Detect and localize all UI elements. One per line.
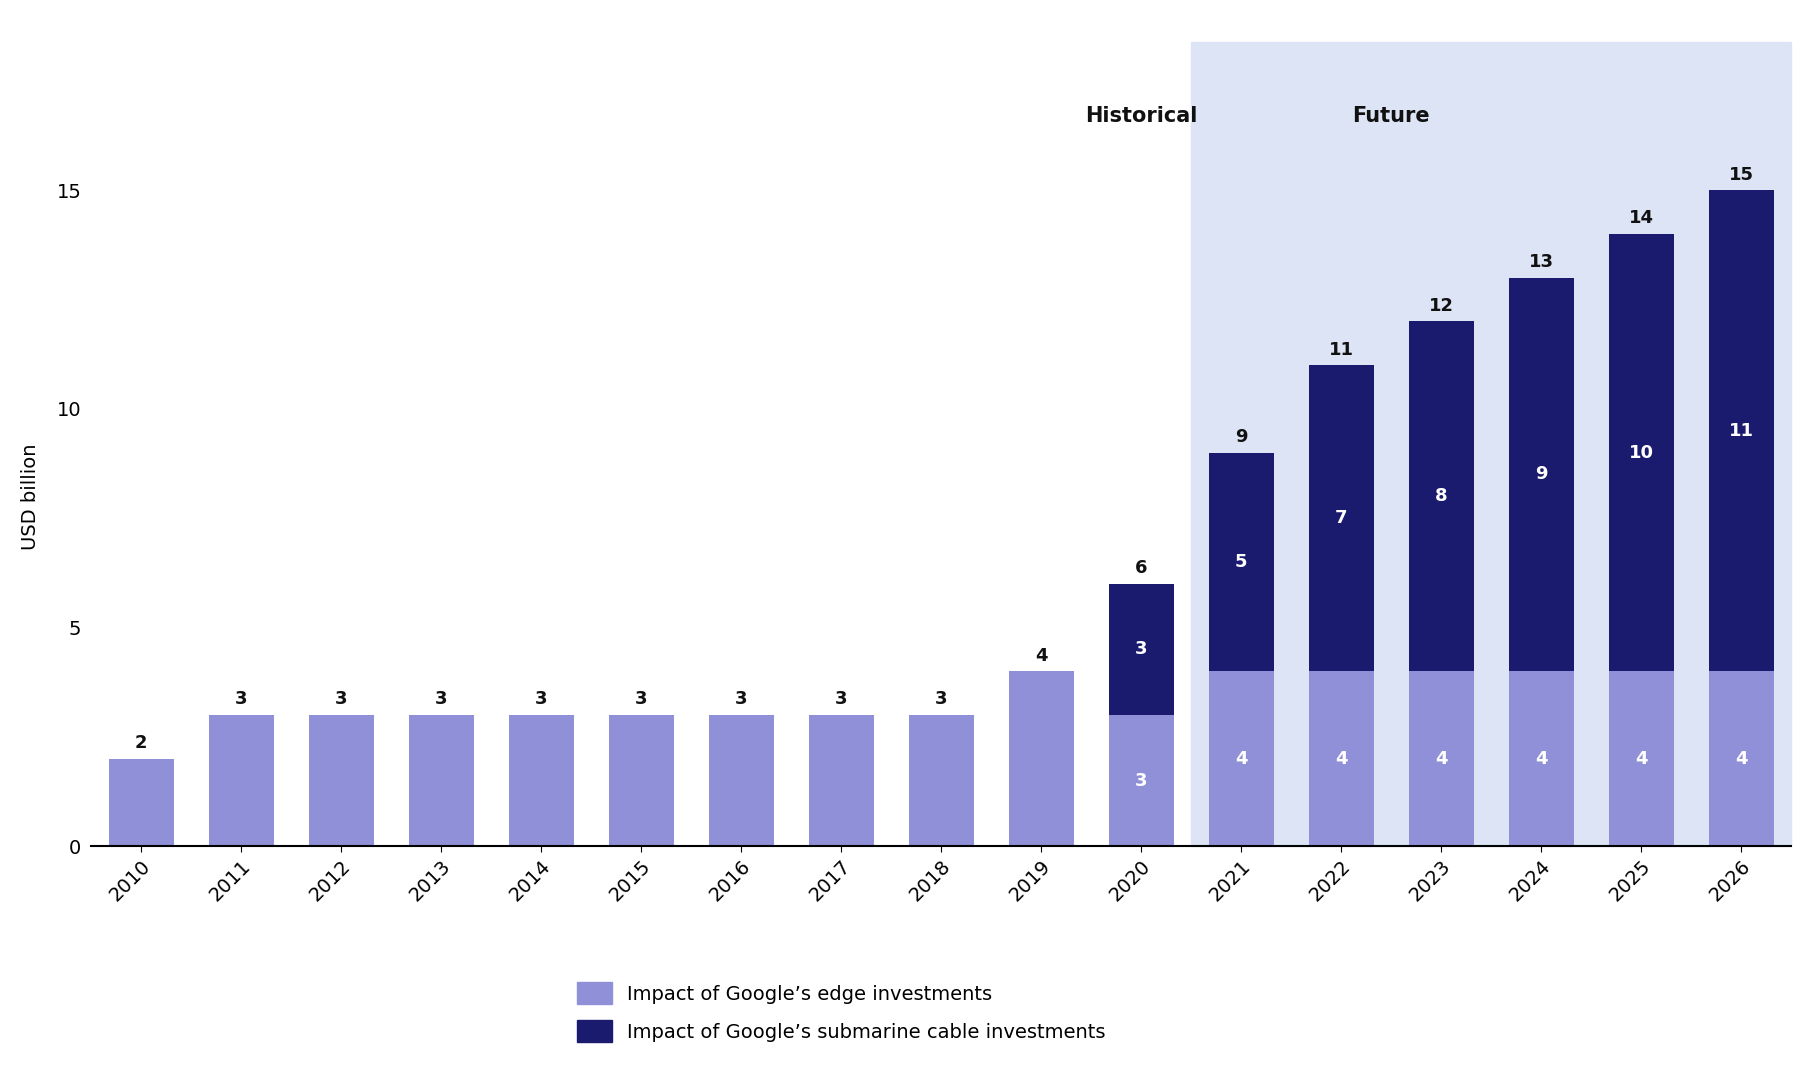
Bar	[808, 715, 873, 846]
Bar	[1190, 41, 1792, 846]
Text: 4: 4	[1035, 646, 1047, 665]
Legend: Impact of Google’s edge investments, Impact of Google’s submarine cable investme: Impact of Google’s edge investments, Imp…	[576, 981, 1105, 1042]
Bar	[1609, 234, 1674, 671]
Bar	[109, 758, 174, 846]
Bar	[1209, 671, 1274, 846]
Text: 3: 3	[736, 691, 747, 708]
Bar	[1209, 453, 1274, 671]
Bar	[208, 715, 274, 846]
Bar	[1408, 671, 1473, 846]
Text: 4: 4	[1435, 750, 1448, 768]
Text: 4: 4	[1236, 750, 1247, 768]
Text: 6: 6	[1134, 559, 1147, 578]
Text: 2: 2	[134, 734, 147, 752]
Text: 11: 11	[1328, 341, 1354, 359]
Text: 4: 4	[1335, 750, 1348, 768]
Text: 5: 5	[1236, 553, 1247, 571]
Text: 9: 9	[1236, 428, 1247, 446]
Text: 3: 3	[835, 691, 848, 708]
Text: 3: 3	[1134, 641, 1147, 658]
Bar	[1408, 321, 1473, 671]
Text: 12: 12	[1428, 297, 1453, 314]
Bar	[1109, 584, 1174, 715]
Text: 3: 3	[1134, 771, 1147, 790]
Text: 3: 3	[535, 691, 547, 708]
Text: 4: 4	[1535, 750, 1547, 768]
Bar	[410, 715, 473, 846]
Bar	[1109, 715, 1174, 846]
Bar	[1509, 671, 1573, 846]
Bar	[708, 715, 774, 846]
Text: 7: 7	[1335, 509, 1348, 528]
Text: 3: 3	[935, 691, 948, 708]
Bar	[609, 715, 674, 846]
Text: 3: 3	[335, 691, 348, 708]
Text: 3: 3	[435, 691, 448, 708]
Text: Historical: Historical	[1085, 106, 1198, 125]
Bar	[308, 715, 373, 846]
Bar	[509, 715, 574, 846]
Bar	[1609, 671, 1674, 846]
Text: 4: 4	[1734, 750, 1747, 768]
Bar	[1509, 277, 1573, 671]
Text: 9: 9	[1535, 466, 1547, 483]
Text: 15: 15	[1729, 165, 1754, 184]
Text: 4: 4	[1634, 750, 1647, 768]
Y-axis label: USD billion: USD billion	[20, 443, 40, 549]
Text: 8: 8	[1435, 487, 1448, 505]
Text: 10: 10	[1629, 444, 1654, 461]
Text: 3: 3	[634, 691, 647, 708]
Text: 13: 13	[1529, 254, 1553, 271]
Text: 3: 3	[236, 691, 248, 708]
Text: Future: Future	[1352, 106, 1430, 125]
Bar	[1709, 190, 1774, 671]
Text: 14: 14	[1629, 209, 1654, 227]
Text: 11: 11	[1729, 422, 1754, 440]
Bar	[1308, 671, 1373, 846]
Bar	[908, 715, 973, 846]
Bar	[1009, 671, 1075, 846]
Bar	[1308, 366, 1373, 671]
Bar	[1709, 671, 1774, 846]
